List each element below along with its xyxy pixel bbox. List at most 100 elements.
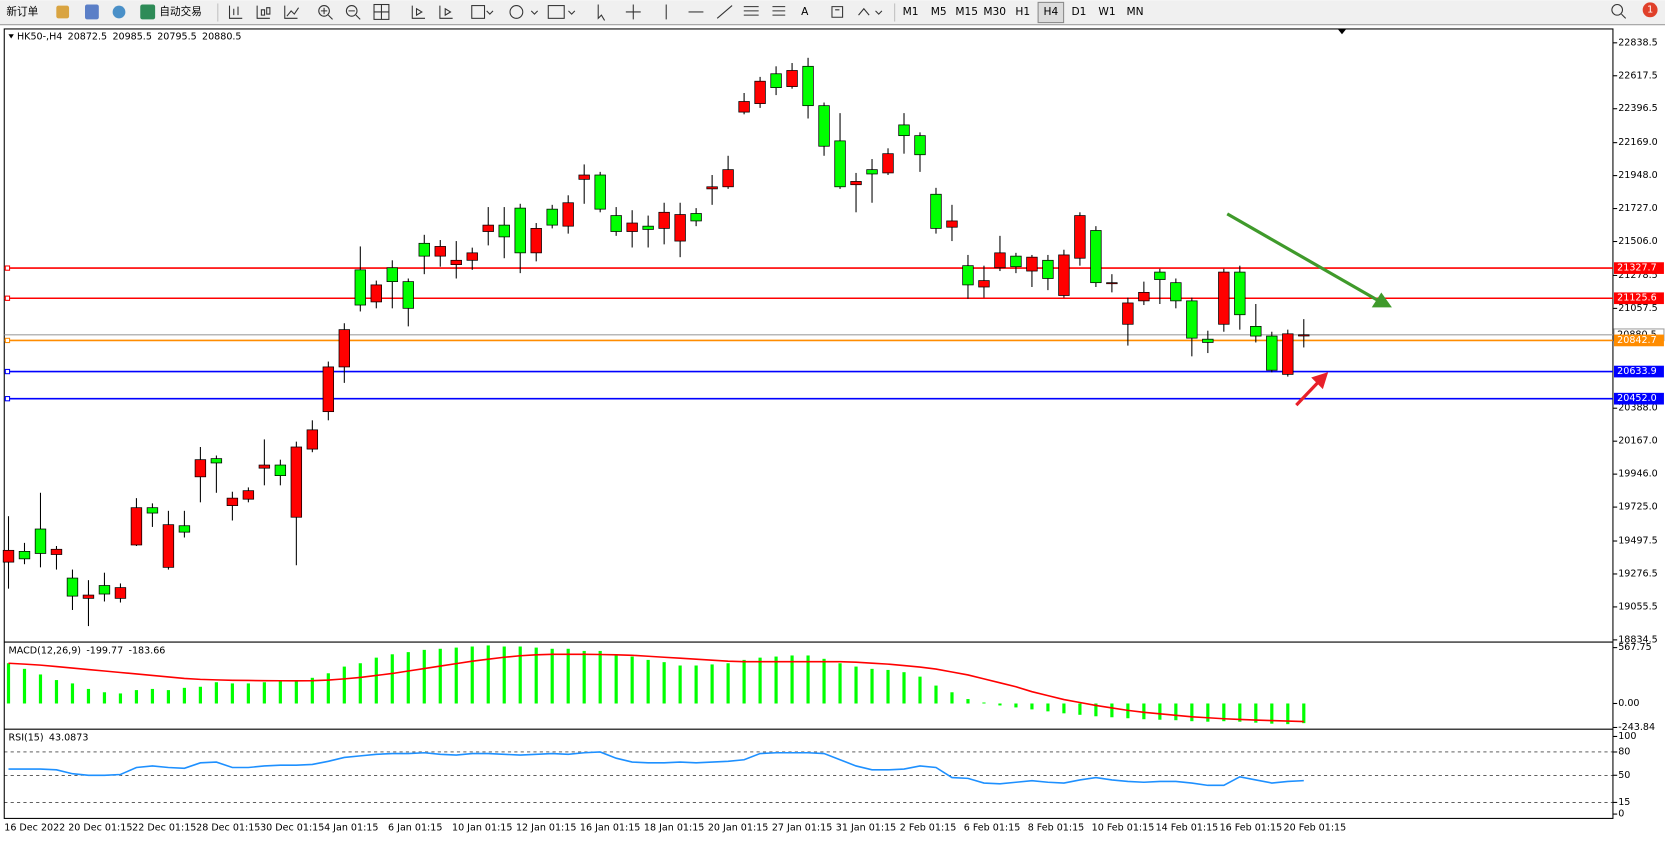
timeframe-button[interactable]: H1 (1015, 5, 1030, 18)
shift-button[interactable] (439, 5, 453, 19)
timeframe-button[interactable]: D1 (1071, 5, 1086, 18)
channel-button[interactable] (743, 6, 759, 16)
candle-body (866, 169, 878, 175)
candle-body (354, 269, 366, 306)
macd-bar (214, 682, 218, 704)
macd-bar (1110, 703, 1114, 718)
zoom-in-button[interactable] (318, 5, 330, 17)
timeframe-button[interactable]: M30 (983, 5, 1006, 18)
bar-chart-button[interactable] (228, 5, 243, 19)
candle-body (1250, 325, 1262, 337)
autoscroll-button[interactable] (411, 5, 426, 19)
x-tick-label: 20 Dec 01:15 (68, 822, 132, 833)
x-tick-label: 27 Jan 01:15 (772, 822, 832, 833)
chart-tools[interactable] (228, 3, 883, 21)
notification-badge[interactable] (1642, 2, 1658, 18)
candle-body (1186, 300, 1198, 339)
macd-bar (934, 685, 938, 704)
macd-bar (790, 655, 794, 704)
macd-bar (22, 668, 27, 704)
y-tick-label: 21727.0 (1618, 203, 1657, 214)
y-tick-label: 50 (1618, 770, 1630, 781)
fibo-button[interactable] (772, 6, 786, 16)
y-tick-label: 21506.0 (1618, 236, 1657, 247)
macd-bar (1078, 703, 1082, 715)
crosshair-button[interactable] (625, 4, 641, 20)
line-anchor (4, 368, 11, 375)
macd-bar (1174, 703, 1178, 721)
candle-body (1042, 259, 1054, 279)
candle-body (402, 281, 414, 309)
cursor-button[interactable] (597, 4, 606, 21)
new-order-button[interactable]: 新订单 (6, 5, 38, 18)
line-anchor (4, 396, 11, 402)
macd-bar (550, 648, 554, 704)
x-tick-label: 16 Dec 2022 (4, 822, 65, 833)
candle-body (1138, 291, 1150, 302)
macd-bar (1238, 703, 1242, 722)
candle-body (1218, 271, 1230, 325)
x-tick-label: 30 Dec 01:15 (260, 822, 324, 833)
line-label-bg (1613, 365, 1664, 378)
candle-body (994, 252, 1006, 269)
x-tick-label: 20 Feb 01:15 (1284, 822, 1347, 833)
macd-bar (1206, 703, 1210, 722)
candle-body (322, 366, 335, 413)
line-chart-button[interactable] (284, 5, 300, 19)
y-tick-label: 19276.5 (1618, 568, 1657, 579)
auto-trading-button[interactable]: 自动交易 (159, 5, 201, 18)
macd-bar (358, 663, 362, 704)
macd-bar (774, 656, 778, 704)
candle-body (130, 507, 143, 546)
candle-button[interactable] (256, 5, 271, 19)
macd-bar (982, 702, 986, 704)
candle-body (338, 329, 351, 368)
macd-bar (630, 656, 634, 704)
label-button[interactable] (831, 6, 844, 18)
y-tick-label: 21948.0 (1618, 170, 1657, 181)
timeframe-button[interactable]: H4 (1043, 5, 1058, 18)
periods-button[interactable] (509, 5, 524, 19)
macd-bar (694, 665, 698, 704)
macd-bar (710, 664, 714, 704)
icon[interactable] (85, 4, 99, 20)
auto-trading-icon[interactable] (140, 4, 156, 20)
candle-body (1154, 271, 1166, 280)
candle-body (882, 153, 894, 174)
timeframe-button[interactable]: M5 (931, 5, 947, 18)
zoom-out-button[interactable] (345, 5, 358, 17)
y-tick-label: 20388.0 (1618, 403, 1657, 414)
text-tool[interactable]: A (801, 5, 809, 18)
signal-line (8, 653, 1304, 723)
candle-body (1074, 215, 1086, 259)
timeframe-button[interactable]: MN (1126, 5, 1143, 18)
x-tick-label: 6 Jan 01:15 (388, 822, 442, 833)
templates-button[interactable] (547, 5, 565, 19)
icon[interactable] (56, 5, 70, 19)
rebound-arrow (1295, 380, 1320, 407)
indicators-button[interactable] (471, 5, 486, 19)
macd-bar (1158, 703, 1162, 720)
timeframe-button[interactable]: M15 (955, 5, 978, 18)
y-tick-label: 19946.0 (1618, 469, 1657, 480)
timeframe-button[interactable]: W1 (1098, 5, 1115, 18)
timeframe-button[interactable]: M1 (903, 5, 919, 18)
icon[interactable] (112, 5, 126, 19)
candle-body (1202, 338, 1214, 343)
arrows-button[interactable] (858, 7, 870, 16)
macd-bar (534, 647, 538, 704)
trendline-button[interactable] (716, 5, 733, 19)
candle-body (290, 446, 303, 518)
macd-bar (566, 648, 570, 704)
search-button[interactable] (1611, 3, 1624, 16)
macd-bar (470, 646, 474, 704)
macd-bar (1046, 703, 1050, 712)
candle-body (834, 140, 846, 188)
line-label: 20452.0 (1617, 393, 1656, 404)
candle-body (50, 548, 63, 555)
x-tick-label: 16 Jan 01:15 (580, 822, 640, 833)
y-tick-label: 80 (1618, 746, 1630, 757)
candle-body (898, 124, 910, 137)
macd-bar (582, 650, 586, 704)
line-label: 21327.7 (1617, 263, 1656, 274)
